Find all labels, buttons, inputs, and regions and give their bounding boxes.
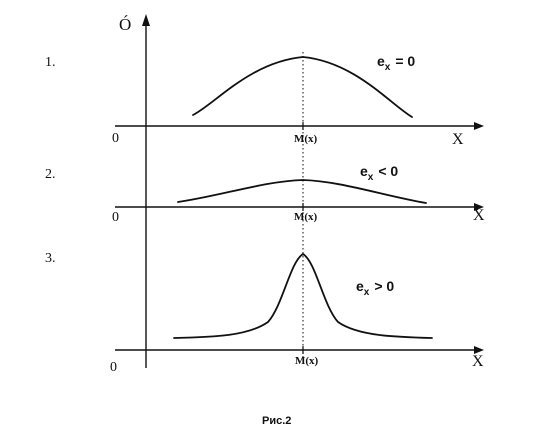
panel-number: 3. (45, 251, 56, 266)
origin-label: 0 (112, 131, 119, 146)
svg-text:ex= 0: ex = 0 (377, 53, 415, 73)
condition-label: ex < 0 (360, 163, 398, 183)
mean-label: M(x) (294, 211, 318, 223)
distribution-curve (173, 253, 433, 339)
svg-text:ex< 0: ex < 0 (360, 163, 398, 183)
panel-number: 1. (45, 55, 56, 70)
panel-3: 3. X 0 M(x) ex > 0 (45, 251, 484, 375)
panel-2: 2. X 0 M(x) ex < 0 (45, 163, 485, 225)
origin-label: 0 (110, 360, 117, 375)
y-axis-label: Ó (119, 15, 131, 34)
svg-text:ex> 0: ex > 0 (356, 278, 394, 298)
x-axis-arrow (474, 203, 484, 211)
x-axis-arrow (474, 122, 484, 130)
x-axis-arrow (474, 346, 484, 354)
condition-label: ex > 0 (356, 278, 394, 298)
x-axis-label: X (472, 353, 484, 370)
y-axis-arrow (142, 14, 150, 26)
panel-1: 1. X 0 M(x) ex = 0 (45, 53, 484, 148)
x-axis-label: X (473, 207, 485, 224)
distribution-curve (192, 56, 413, 118)
mean-label: M(x) (295, 355, 319, 367)
mean-label: M(x) (294, 133, 318, 145)
x-axis-label: X (452, 131, 464, 148)
origin-label: 0 (112, 210, 119, 225)
panel-number: 2. (45, 167, 56, 182)
condition-label: ex = 0 (377, 53, 415, 73)
distribution-curve (177, 179, 427, 204)
figure-caption: Рис.2 (262, 415, 291, 427)
